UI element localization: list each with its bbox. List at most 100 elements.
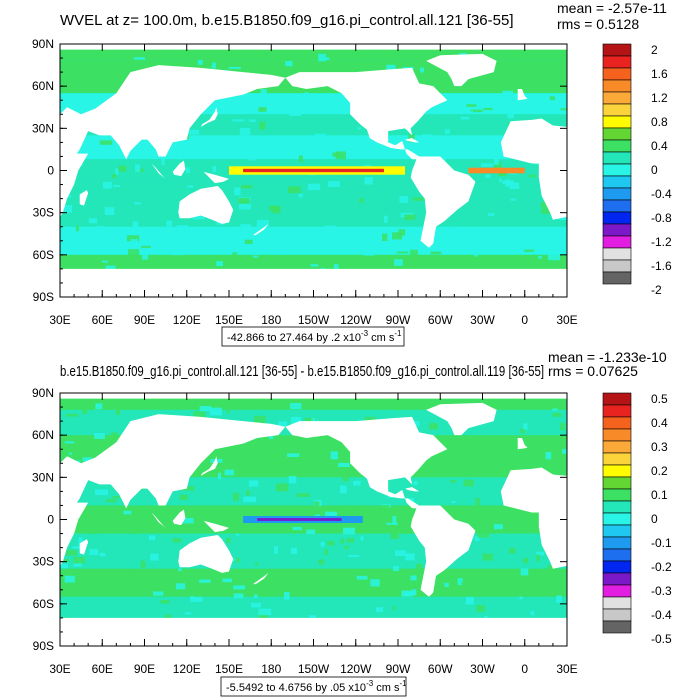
y-tick-label: 30N <box>32 121 54 135</box>
land-mask <box>517 88 528 101</box>
land-mask <box>11 89 21 100</box>
field-patch <box>436 108 441 115</box>
field-patch <box>177 152 183 160</box>
y-tick-label: 60N <box>32 428 54 442</box>
land-mask <box>200 107 218 127</box>
field-patch <box>233 593 244 599</box>
colorbar-swatch <box>602 596 632 610</box>
field-patch <box>325 511 338 517</box>
field-patch <box>530 611 535 616</box>
land-mask <box>285 416 476 597</box>
field-patch <box>114 574 122 578</box>
field-patch <box>310 264 319 267</box>
colorbar-swatch <box>602 259 632 273</box>
field-patch <box>348 554 360 558</box>
land-mask <box>178 185 234 224</box>
field-patch <box>566 419 567 424</box>
field-patch <box>545 452 552 460</box>
field-patch <box>463 479 474 487</box>
field-patch <box>148 535 156 541</box>
colorbar-label: 1.6 <box>651 67 668 81</box>
field-patch <box>290 403 302 410</box>
field-patch <box>112 496 120 499</box>
panel-1-y-axis: 90N 60N 30N 0 30S 60S 90S <box>32 37 567 304</box>
panel-2-range-box: -5.5492 to 4.6756 by .05 x10-3 cm s-1 <box>220 676 407 697</box>
land-mask <box>203 520 229 533</box>
colorbar-swatch <box>602 151 632 165</box>
colorbar-swatch <box>602 235 632 249</box>
colorbar-swatch <box>602 524 632 538</box>
y-tick-label: 30N <box>32 470 54 484</box>
field-patch <box>503 238 515 247</box>
field-patch <box>118 165 127 172</box>
land-mask <box>426 53 497 87</box>
field-patch <box>207 240 214 247</box>
field-patch <box>273 455 280 460</box>
field-patch <box>95 403 103 410</box>
field-patch <box>340 444 352 452</box>
field-patch <box>347 538 354 543</box>
field-patch <box>105 499 117 503</box>
field-patch <box>176 225 189 231</box>
field-patch <box>291 416 302 424</box>
field-patch <box>309 615 316 620</box>
colorbar-swatch <box>602 79 632 93</box>
field-patch <box>243 496 257 503</box>
field-patch <box>115 168 119 175</box>
field-patch <box>314 133 327 139</box>
field-patch <box>487 213 495 216</box>
field-patch <box>444 582 449 587</box>
field-patch <box>304 92 309 99</box>
field-patch <box>178 568 182 572</box>
field-patch <box>161 157 165 166</box>
y-tick-label: 60S <box>33 597 54 611</box>
colorbar-label: 0 <box>651 512 658 526</box>
field-patch <box>290 547 298 555</box>
field-patch <box>245 520 252 529</box>
land-mask <box>500 114 567 220</box>
field-patch <box>392 516 397 524</box>
field-patch <box>418 143 425 147</box>
colorbar-swatch <box>602 211 632 225</box>
x-tick-label: 120E <box>173 313 201 327</box>
field-patch <box>298 193 303 198</box>
field-patch <box>325 145 332 149</box>
field-patch <box>141 254 149 260</box>
field-patch <box>556 595 562 603</box>
field-patch <box>187 185 194 188</box>
field-patch <box>502 90 514 96</box>
field-patch <box>541 207 551 214</box>
field-patch <box>185 167 190 174</box>
colorbar-swatch <box>602 416 632 430</box>
field-patch <box>507 113 515 119</box>
field-patch <box>460 116 470 120</box>
panel-2-mean: mean = -1.233e-10 <box>548 349 667 365</box>
field-patch <box>403 66 414 70</box>
field-patch <box>493 524 503 530</box>
field-patch <box>298 155 303 162</box>
field-patch <box>246 490 250 496</box>
field-patch <box>249 119 256 123</box>
colorbar-label: 0.8 <box>651 115 668 129</box>
field-patch <box>330 451 338 460</box>
field-patch <box>218 472 222 480</box>
field-patch <box>470 109 483 113</box>
field-patch <box>419 59 426 64</box>
panel-2-colorbar: 0.5 0.4 0.3 0.2 0.1 0 -0.1 -0.2 -0.3 -0.4 -0.5 <box>602 392 672 646</box>
panel-2-range-units: cm s <box>373 682 400 694</box>
colorbar-swatch <box>602 103 632 117</box>
panel-1-map <box>11 44 567 297</box>
field-patch <box>386 522 398 525</box>
field-patch <box>327 181 340 188</box>
field-patch <box>405 553 415 561</box>
x-tick-label: 90E <box>134 662 155 676</box>
land-mask <box>151 163 166 179</box>
field-patch <box>104 207 115 216</box>
field-patch <box>417 576 425 580</box>
field-patch <box>307 183 321 191</box>
field-patch <box>421 134 433 141</box>
field-patch <box>338 462 350 468</box>
field-patch <box>552 408 558 411</box>
field-patch <box>105 577 114 583</box>
